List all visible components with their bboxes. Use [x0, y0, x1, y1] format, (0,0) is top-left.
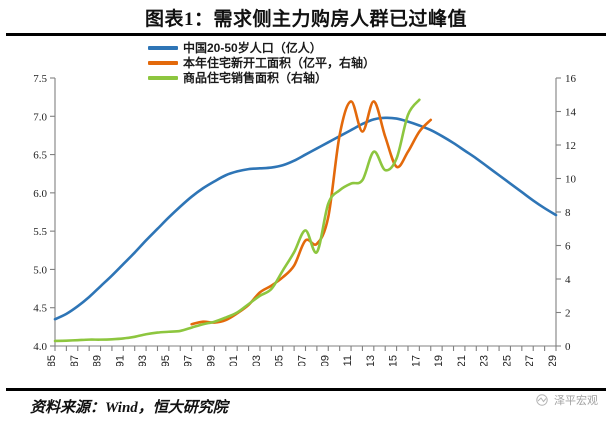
right-tick-label: 10: [565, 174, 577, 186]
x-tick-label: 2003: [251, 355, 263, 366]
x-tick-label: 2007: [297, 355, 309, 366]
legend-label-new-starts: 本年住宅新开工面积（亿平，右轴）: [183, 56, 376, 70]
left-tick-label: 7.5: [33, 73, 47, 85]
x-tick-label: 2029: [547, 355, 559, 366]
chart-legend: 中国20-50岁人口（亿人） 本年住宅新开工面积（亿平，右轴） 商品住宅销售面积…: [148, 40, 448, 85]
right-tick-label: 4: [565, 274, 571, 286]
x-tick-label: 2009: [319, 355, 331, 366]
x-tick-label: 1993: [137, 355, 149, 366]
x-tick-label: 2001: [228, 355, 240, 366]
right-tick-label: 8: [565, 207, 571, 219]
left-tick-label: 4.5: [33, 303, 47, 315]
x-tick-label: 1991: [114, 355, 126, 366]
footer-divider: [6, 388, 606, 391]
right-tick-label: 12: [565, 140, 576, 152]
x-tick-label: 2019: [433, 355, 445, 366]
x-tick-label: 1989: [92, 355, 104, 366]
x-tick-label: 2025: [501, 355, 513, 366]
title-bar: 图表1：需求侧主力购房人群已过峰值: [0, 0, 612, 34]
watermark: 泽平宏观: [534, 392, 598, 408]
page-title: 图表1：需求侧主力购房人群已过峰值: [144, 8, 467, 30]
right-tick-label: 2: [565, 308, 571, 320]
series-group: [53, 98, 558, 343]
right-tick-label: 14: [565, 107, 577, 119]
left-tick-label: 7.0: [33, 111, 47, 123]
right-tick-label: 0: [565, 341, 571, 353]
plot-area: 4.0 4.5 5.0 5.5 6.0 6.5 7.0 7.5 0 2 4 6 8 10 12 14 16 1…: [0, 66, 612, 366]
title-divider: [6, 33, 606, 36]
x-tick-label: 1997: [183, 355, 195, 366]
legend-label-sales: 商品住宅销售面积（右轴）: [183, 71, 328, 85]
legend-swatch-orange: [148, 60, 178, 65]
legend-item-new-starts: 本年住宅新开工面积（亿平，右轴）: [148, 55, 448, 70]
legend-item-population: 中国20-50岁人口（亿人）: [148, 40, 448, 55]
x-axis: 1985 1987 1989 1991 1993 1995 1997 1999 2001 2003…: [46, 345, 559, 366]
source-note: 资料来源：Wind，恒大研究院: [30, 400, 228, 416]
series-line-0: [53, 116, 558, 321]
x-tick-label: 2005: [274, 355, 286, 366]
x-tick-label: 2011: [342, 355, 354, 366]
left-tick-label: 5.0: [33, 264, 47, 276]
x-tick-label: 2017: [410, 355, 422, 366]
series-line-2: [53, 98, 421, 343]
x-tick-label: 1985: [46, 355, 58, 366]
x-tick-label: 2027: [524, 355, 536, 366]
left-tick-label: 6.0: [33, 188, 47, 200]
left-tick-label: 6.5: [33, 150, 47, 162]
right-tick-label: 16: [565, 73, 577, 85]
watermark-text: 泽平宏观: [554, 395, 598, 407]
left-tick-label: 5.5: [33, 226, 47, 238]
chart-svg: 4.0 4.5 5.0 5.5 6.0 6.5 7.0 7.5 0 2 4 6 8 10 12 14 16 1…: [33, 73, 577, 366]
right-axis: 0 2 4 6 8 10 12 14 16: [555, 73, 577, 353]
left-axis: 4.0 4.5 5.0 5.5 6.0 6.5 7.0 7.5: [33, 73, 56, 353]
x-tick-label: 1999: [205, 355, 217, 366]
left-tick-label: 4.0: [33, 341, 47, 353]
legend-item-sales: 商品住宅销售面积（右轴）: [148, 70, 448, 85]
x-tick-label: 2023: [479, 355, 491, 366]
right-tick-label: 6: [565, 241, 571, 253]
x-tick-label: 2013: [365, 355, 377, 366]
legend-label-population: 中国20-50岁人口（亿人）: [183, 41, 322, 55]
series-line-1: [190, 100, 433, 326]
x-tick-label: 2021: [456, 355, 468, 366]
x-tick-label: 1987: [69, 355, 81, 366]
legend-swatch-green: [148, 75, 178, 80]
logo-icon: [536, 394, 548, 406]
legend-swatch-blue: [148, 45, 178, 50]
x-tick-label: 1995: [160, 355, 172, 366]
x-tick-label: 2015: [388, 355, 400, 366]
